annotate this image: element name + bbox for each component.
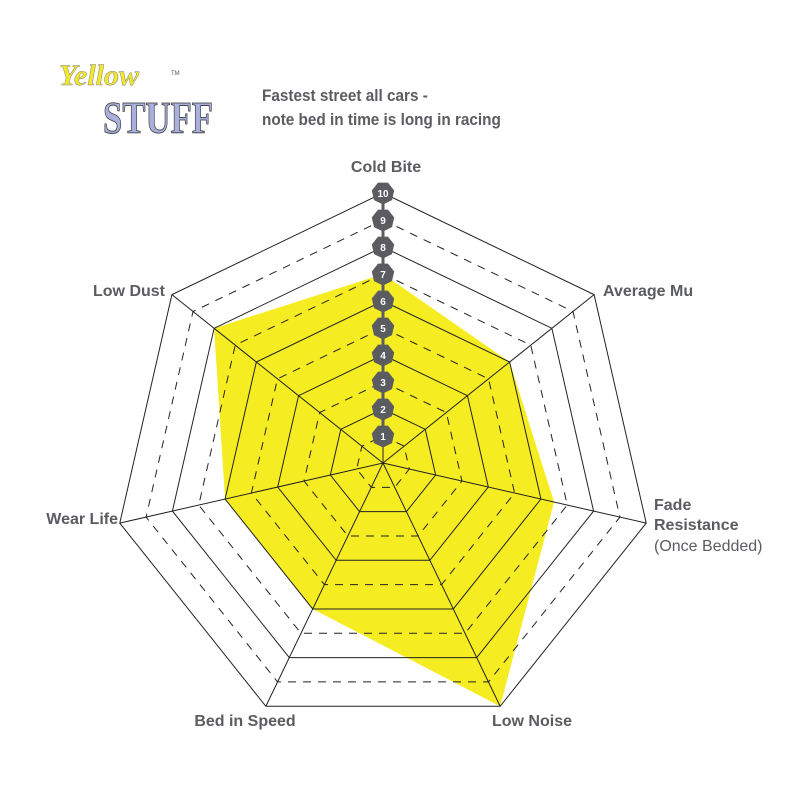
scale-badge xyxy=(371,371,395,394)
scale-badge xyxy=(371,398,395,421)
title-line-1: Fastest street all cars - xyxy=(262,86,428,105)
axis-label: Cold Bite xyxy=(351,159,421,176)
axis-spoke xyxy=(171,294,384,464)
grid-ring-7 xyxy=(198,273,568,634)
logo-stuff-text: STUFF xyxy=(103,92,213,140)
axis-label: Bed in Speed xyxy=(194,713,295,730)
grid-ring-2 xyxy=(329,408,437,513)
axis-sublabel: (Once Bedded) xyxy=(654,538,763,555)
axis-spoke xyxy=(119,462,384,524)
scale-badge xyxy=(371,344,395,367)
scale-tick-label: 7 xyxy=(380,270,386,281)
scale-badge xyxy=(371,425,395,448)
title-line-2: note bed in time is long in racing xyxy=(262,110,501,129)
axis-spoke xyxy=(265,462,384,707)
scale-tick-label: 10 xyxy=(377,189,389,200)
scale-tick-label: 2 xyxy=(380,405,386,416)
grid-ring-9 xyxy=(145,219,621,683)
scale-badge xyxy=(371,236,395,259)
axis-label: Average Mu xyxy=(603,283,693,300)
yellow-stuff-logo: Yellow TM STUFF xyxy=(59,59,214,140)
grid-ring-4 xyxy=(277,354,489,561)
scale-tick-label: 4 xyxy=(380,351,386,362)
axis-label: Wear Life xyxy=(46,511,118,528)
scale-badge xyxy=(371,263,395,286)
scale-tick-label: 1 xyxy=(380,432,386,443)
axis-spoke xyxy=(382,462,647,524)
scale-badge xyxy=(371,209,395,232)
scale-badge xyxy=(371,290,395,313)
axis-label: Resistance xyxy=(654,517,739,534)
scale-tick-label: 8 xyxy=(380,243,386,254)
axis-label: Low Noise xyxy=(492,713,572,730)
axis-label: Low Dust xyxy=(93,283,166,300)
chart-title: Fastest street all cars - note bed in ti… xyxy=(262,84,501,132)
grid-ring-6 xyxy=(224,300,542,610)
grid-ring-1 xyxy=(356,435,410,488)
scale-badge xyxy=(371,182,395,205)
logo-tm: TM xyxy=(171,71,180,77)
data-area xyxy=(214,274,555,707)
grid-ring-8 xyxy=(171,246,595,659)
grid-ring-10 xyxy=(119,192,647,707)
scale-tick-label: 3 xyxy=(380,378,386,389)
logo-yellow-text: Yellow xyxy=(59,59,140,92)
scale-tick-label: 5 xyxy=(380,324,386,335)
scale-tick-label: 9 xyxy=(380,216,386,227)
grid-ring-3 xyxy=(303,381,463,537)
axis-spoke xyxy=(382,294,595,464)
scale-tick-label: 6 xyxy=(380,297,386,308)
grid-ring-5 xyxy=(250,327,516,586)
axis-spoke xyxy=(382,462,501,707)
scale-badge xyxy=(371,317,395,340)
axis-label: Fade xyxy=(654,497,691,514)
